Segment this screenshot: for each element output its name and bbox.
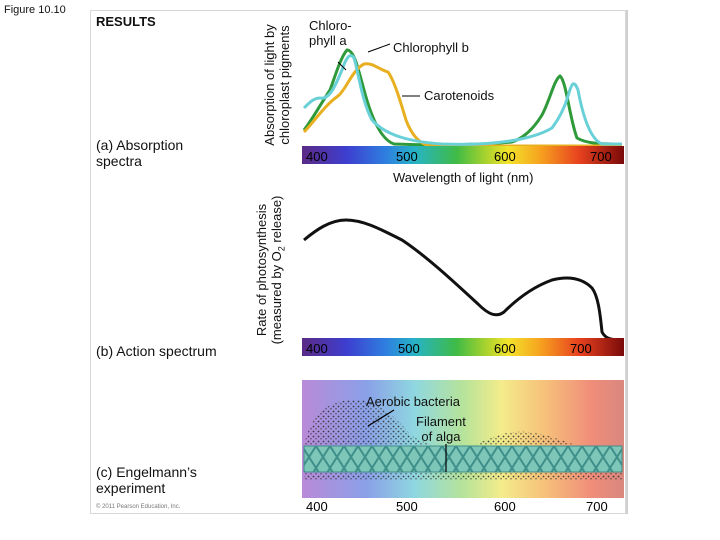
carotenoids-label: Carotenoids xyxy=(424,88,495,103)
action-spectrum-plot xyxy=(303,218,623,340)
panel-edge xyxy=(626,10,628,514)
carotenoids-curve xyxy=(302,62,622,148)
figure-label: Figure 10.10 xyxy=(4,4,66,16)
chlorophyll-b-label: Chlorophyll b xyxy=(393,40,469,55)
panel-c-tick-600: 600 xyxy=(494,499,516,514)
panel-a-spectrum-bar xyxy=(302,146,624,164)
panel-b-ylabel-post: release) xyxy=(269,195,284,247)
chlorophyll-a-label-line1: Chloro- xyxy=(309,18,352,33)
panel-a-tick-700: 700 xyxy=(590,149,612,164)
panel-b-tick-500: 500 xyxy=(398,341,420,356)
panel-c-tick-500: 500 xyxy=(396,499,418,514)
panel-a-ylabel-line1: Absorption of light by xyxy=(262,24,277,146)
panel-a-label: (a) Absorption spectra xyxy=(96,137,216,169)
panel-c-tick-400: 400 xyxy=(306,499,328,514)
panel-a-tick-400: 400 xyxy=(306,149,328,164)
copyright-notice: © 2011 Pearson Education, Inc. xyxy=(96,504,181,510)
filament-label-line1: Filament xyxy=(416,414,466,429)
results-heading: RESULTS xyxy=(96,14,156,29)
absorption-spectra-plot xyxy=(302,43,623,148)
panel-b-label: (b) Action spectrum xyxy=(96,343,217,359)
panel-b-tick-400: 400 xyxy=(306,341,328,356)
panel-b-ylabel: Rate of photosynthesis (measured by O2 r… xyxy=(254,170,287,370)
engelmann-experiment-image xyxy=(302,380,624,498)
panel-a-ylabel-line2: chloroplast pigments xyxy=(277,25,292,145)
chlorophyll-a-curve xyxy=(302,54,622,146)
filament-label: Filament of alga xyxy=(416,414,466,444)
filament-label-line2: of alga xyxy=(421,429,461,444)
panel-a-label-text: (a) Absorption spectra xyxy=(96,137,184,169)
chlorophyll-b-pointer xyxy=(367,43,391,53)
bacteria-pointer xyxy=(367,409,395,427)
panel-b-ylabel-line1: Rate of photosynthesis xyxy=(254,203,269,337)
panel-a-tick-600: 600 xyxy=(494,149,516,164)
chlorophyll-a-pointer xyxy=(337,61,347,71)
panel-c-label: (c) Engelmann’s experiment xyxy=(96,464,197,496)
panel-a-ylabel: Absorption of light by chloroplast pigme… xyxy=(262,0,294,170)
panel-b-tick-700: 700 xyxy=(570,341,592,356)
bacteria-label: Aerobic bacteria xyxy=(366,394,460,409)
panel-b-tick-600: 600 xyxy=(494,341,516,356)
chlorophyll-a-label: Chloro- phyll a xyxy=(309,18,352,48)
chlorophyll-a-label-line2: phyll a xyxy=(309,33,347,48)
action-spectrum-curve xyxy=(303,218,623,340)
algal-filament xyxy=(303,445,623,473)
panel-a-xlabel: Wavelength of light (nm) xyxy=(393,170,534,185)
panel-a-tick-500: 500 xyxy=(396,149,418,164)
panel-b-spectrum-bar xyxy=(302,338,624,356)
panel-b-ylabel-line2: (measured by O2 release) xyxy=(269,170,290,370)
panel-b-ylabel-pre: (measured by O xyxy=(269,251,284,345)
panel-b-ylabel-sub: 2 xyxy=(276,246,287,252)
panel-c-tick-700: 700 xyxy=(586,499,608,514)
